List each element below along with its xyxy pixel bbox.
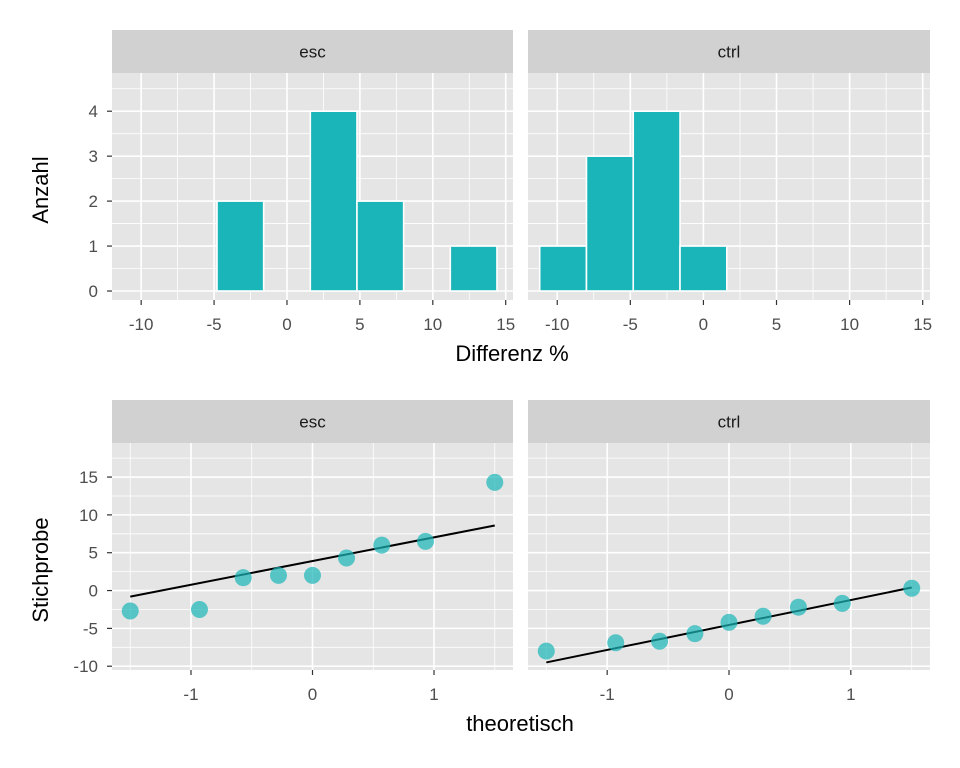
facet-strip (112, 400, 513, 443)
x-axis-title: Differenz % (455, 341, 568, 366)
x-tick-label: 0 (724, 685, 733, 704)
histogram-bar (585, 155, 635, 292)
x-tick-label: 1 (846, 685, 855, 704)
x-tick-label: 0 (699, 315, 708, 334)
qq-point (373, 536, 391, 554)
histogram-bar (216, 200, 265, 292)
histogram-bar (356, 200, 405, 292)
y-tick-label: 4 (89, 102, 98, 121)
qq-point (338, 549, 356, 567)
histogram-bar (538, 245, 588, 292)
x-tick-label: 10 (840, 315, 859, 334)
qq-point (720, 613, 738, 631)
x-tick-label: -1 (183, 685, 198, 704)
y-tick-label: 1 (89, 237, 98, 256)
facet-label: esc (299, 413, 326, 432)
y-tick-label: -5 (83, 619, 98, 638)
facet-strip (528, 30, 930, 73)
y-tick-label: 5 (89, 544, 98, 563)
qq-point (234, 569, 252, 587)
y-axis-title: Stichprobe (28, 517, 53, 622)
x-tick-label: -1 (600, 685, 615, 704)
x-tick-label: 15 (913, 315, 932, 334)
qq-point (269, 566, 287, 584)
qq-point (686, 625, 704, 643)
y-tick-label: 3 (89, 147, 98, 166)
qq-point (754, 607, 772, 625)
y-tick-label: 0 (89, 582, 98, 601)
histogram-bar (632, 110, 681, 292)
y-tick-label: 2 (89, 192, 98, 211)
facet-strip (112, 30, 513, 73)
qq-point (486, 473, 504, 491)
qq-point (190, 600, 208, 618)
y-tick-label: 10 (79, 506, 98, 525)
qq-point (651, 632, 669, 650)
qq-point (903, 579, 921, 597)
histogram-bar (309, 110, 358, 292)
y-axis-title: Anzahl (28, 156, 53, 223)
y-tick-label: 15 (79, 468, 98, 487)
qq-point (833, 594, 851, 612)
x-tick-label: 15 (496, 315, 515, 334)
qq-point (121, 602, 139, 620)
facet-strip (528, 400, 930, 443)
facet-label: ctrl (718, 43, 741, 62)
qq-point (537, 642, 555, 660)
qq-point (417, 532, 435, 550)
x-tick-label: 0 (308, 685, 317, 704)
x-tick-label: -10 (545, 315, 570, 334)
facet-label: esc (299, 43, 326, 62)
x-tick-label: 5 (772, 315, 781, 334)
qq-point (304, 566, 321, 584)
x-tick-label: -5 (207, 315, 222, 334)
facet-label: ctrl (718, 413, 741, 432)
x-tick-label: 10 (423, 315, 442, 334)
histogram-bar (449, 245, 498, 292)
x-tick-label: -5 (623, 315, 638, 334)
y-tick-label: -10 (73, 657, 98, 676)
histogram-bar (679, 245, 728, 292)
x-tick-label: 1 (429, 685, 438, 704)
qq-point (789, 598, 807, 616)
y-tick-label: 0 (89, 282, 98, 301)
qq-point (607, 634, 625, 652)
x-tick-label: -10 (129, 315, 154, 334)
x-axis-title: theoretisch (466, 711, 574, 736)
x-tick-label: 0 (282, 315, 291, 334)
qq-reference-line (130, 524, 495, 598)
x-tick-label: 5 (355, 315, 364, 334)
